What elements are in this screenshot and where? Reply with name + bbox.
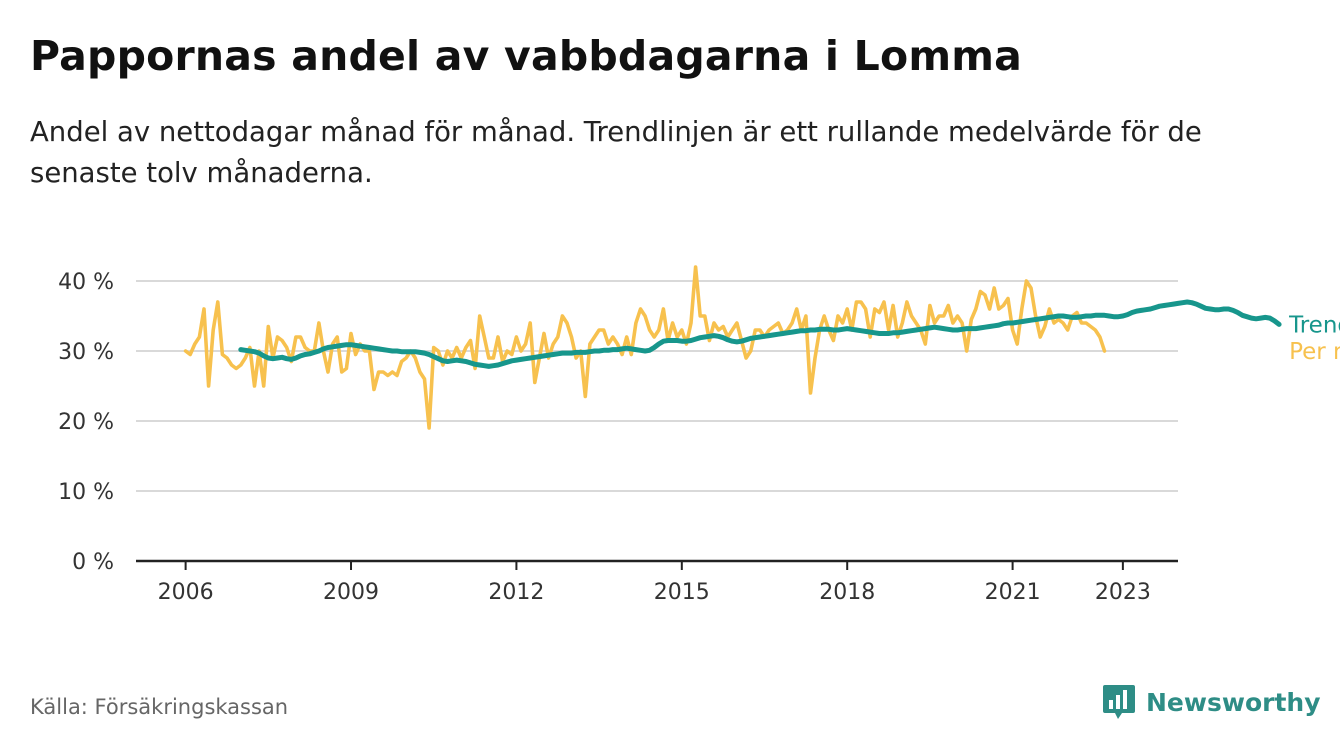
x-tick-label: 2009 xyxy=(323,580,379,605)
x-tick-label: 2018 xyxy=(819,580,875,605)
series-label-per-manad: Per månad xyxy=(1289,337,1340,365)
series-line-per-manad xyxy=(183,265,1107,430)
x-axis: 2006 2009 2012 2015 2018 2021 2023 xyxy=(136,559,1178,605)
series-label-trend: Trend xyxy=(1288,312,1340,338)
y-tick-label: 10 % xyxy=(58,480,114,505)
brand-logo: Newsworthy xyxy=(1102,683,1321,721)
y-tick-label: 0 % xyxy=(72,550,114,575)
series-line-trend xyxy=(238,299,1282,369)
line-chart: 0 % 10 % 20 % 30 % 40 % 2006 2009 2012 2015 2018… xyxy=(58,265,1340,605)
series-labels: TrendPer månad xyxy=(1288,312,1340,365)
x-tick-label: 2015 xyxy=(654,580,710,605)
newsworthy-logo-icon xyxy=(1103,685,1135,719)
series-lines xyxy=(183,265,1282,430)
brand-name: Newsworthy xyxy=(1146,687,1321,717)
y-tick-label: 40 % xyxy=(58,270,114,295)
x-tick-label: 2006 xyxy=(158,580,214,605)
page-title: Pappornas andel av vabbdagarna i Lomma xyxy=(30,32,1023,80)
page-subtitle: Andel av nettodagar månad för månad. Tre… xyxy=(30,116,1202,189)
x-tick-label: 2021 xyxy=(985,580,1041,605)
y-tick-label: 20 % xyxy=(58,410,114,435)
source-note: Källa: Försäkringskassan xyxy=(30,695,289,719)
y-tick-label: 30 % xyxy=(58,340,114,365)
x-tick-label: 2023 xyxy=(1095,580,1151,605)
x-tick-label: 2012 xyxy=(488,580,544,605)
